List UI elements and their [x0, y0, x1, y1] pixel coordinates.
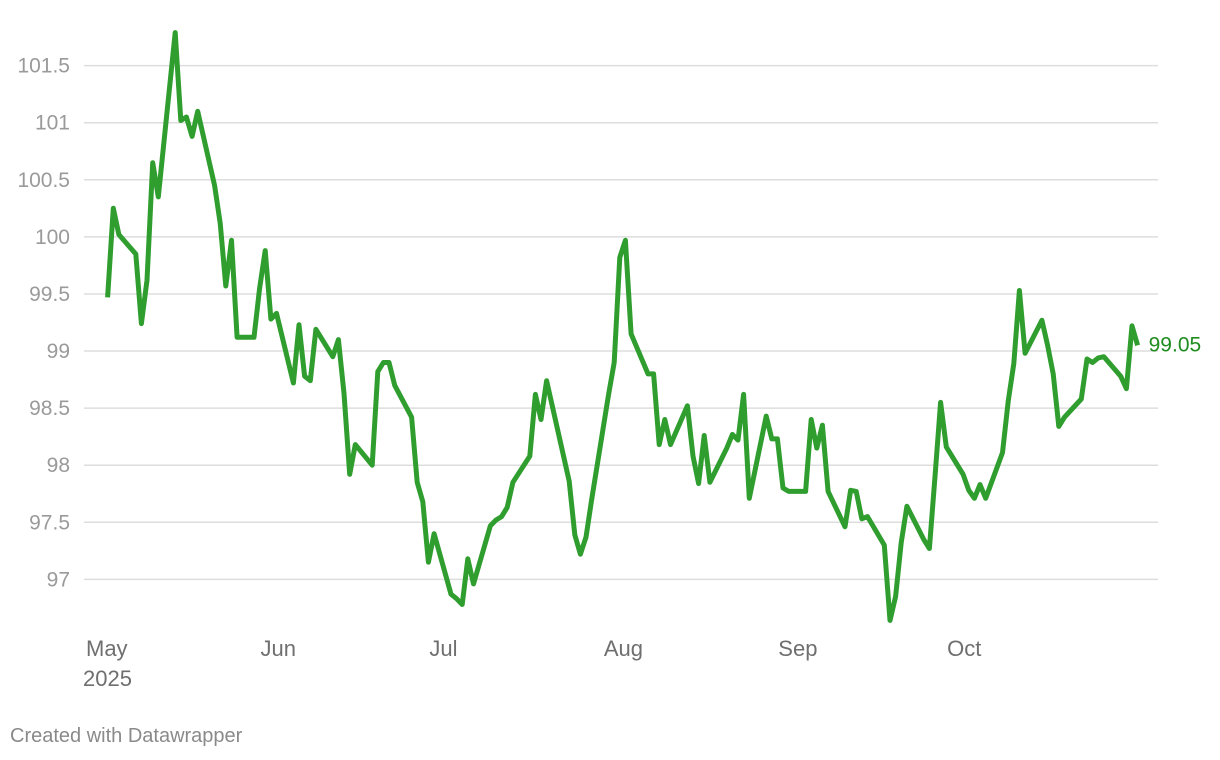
y-tick-label: 100.5 — [17, 169, 70, 192]
y-tick-label: 97.5 — [29, 511, 70, 534]
x-tick-sublabel: 2025 — [83, 666, 132, 691]
x-tick-label: Oct — [947, 636, 981, 661]
y-tick-label: 101.5 — [17, 55, 70, 78]
end-value-label: 99.05 — [1149, 333, 1202, 356]
series-line — [105, 30, 1141, 623]
y-tick-label: 99 — [47, 340, 70, 363]
gridlines — [84, 64, 1158, 581]
y-axis-ticks: 97 97.5 98 98.5 99 99.5 100 100.5 101 101.5 — [17, 55, 70, 592]
x-tick-label: Sep — [778, 636, 817, 661]
x-axis-ticks: May 2025 Jun Jul Aug Sep Oct — [83, 636, 981, 691]
x-tick-label: Jul — [429, 636, 457, 661]
y-tick-label: 100 — [35, 226, 70, 249]
y-tick-label: 99.5 — [29, 283, 70, 306]
x-tick-label: Aug — [604, 636, 643, 661]
y-tick-label: 98.5 — [29, 397, 70, 420]
y-tick-label: 97 — [47, 568, 70, 591]
x-tick-label: May — [86, 636, 128, 661]
series-layer — [105, 30, 1141, 623]
y-tick-label: 101 — [35, 112, 70, 135]
credit-footer: Created with Datawrapper — [10, 725, 243, 747]
y-tick-label: 98 — [47, 454, 70, 477]
end-label-layer: 99.05 — [1149, 333, 1202, 356]
x-tick-label: Jun — [260, 636, 295, 661]
